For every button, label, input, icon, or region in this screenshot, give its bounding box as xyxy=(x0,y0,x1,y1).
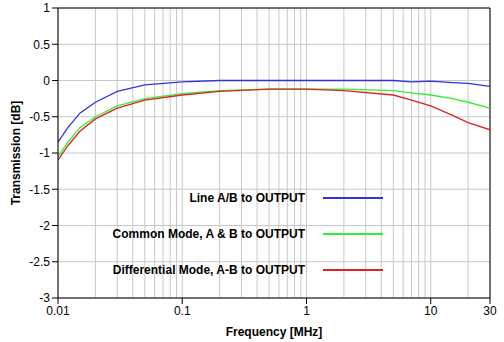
svg-text:0.1: 0.1 xyxy=(174,304,191,318)
html-text:Differential Mode, A-B to OUTP: Differential Mode, A-B to OUTPUT xyxy=(112,263,305,277)
html-text:Line A/B to OUTPUT: Line A/B to OUTPUT xyxy=(189,191,305,205)
html-text:Common Mode, A & B to OUTPUT: Common Mode, A & B to OUTPUT xyxy=(112,227,305,241)
svg-text:Frequency [MHz]: Frequency [MHz] xyxy=(226,325,323,339)
svg-text:-1: -1 xyxy=(39,146,50,160)
svg-text:0: 0 xyxy=(43,74,50,88)
svg-text:Transmission [dB]: Transmission [dB] xyxy=(9,101,23,206)
svg-text:0.01: 0.01 xyxy=(46,304,70,318)
svg-text:1: 1 xyxy=(43,1,50,15)
svg-text:-1.5: -1.5 xyxy=(29,183,50,197)
svg-text:0.5: 0.5 xyxy=(33,38,50,52)
svg-text:-3: -3 xyxy=(39,291,50,305)
svg-text:-0.5: -0.5 xyxy=(29,110,50,124)
svg-text:30: 30 xyxy=(483,304,496,318)
svg-text:1: 1 xyxy=(303,304,310,318)
svg-text:-2: -2 xyxy=(39,219,50,233)
svg-text:10: 10 xyxy=(424,304,438,318)
svg-text:-2.5: -2.5 xyxy=(29,255,50,269)
